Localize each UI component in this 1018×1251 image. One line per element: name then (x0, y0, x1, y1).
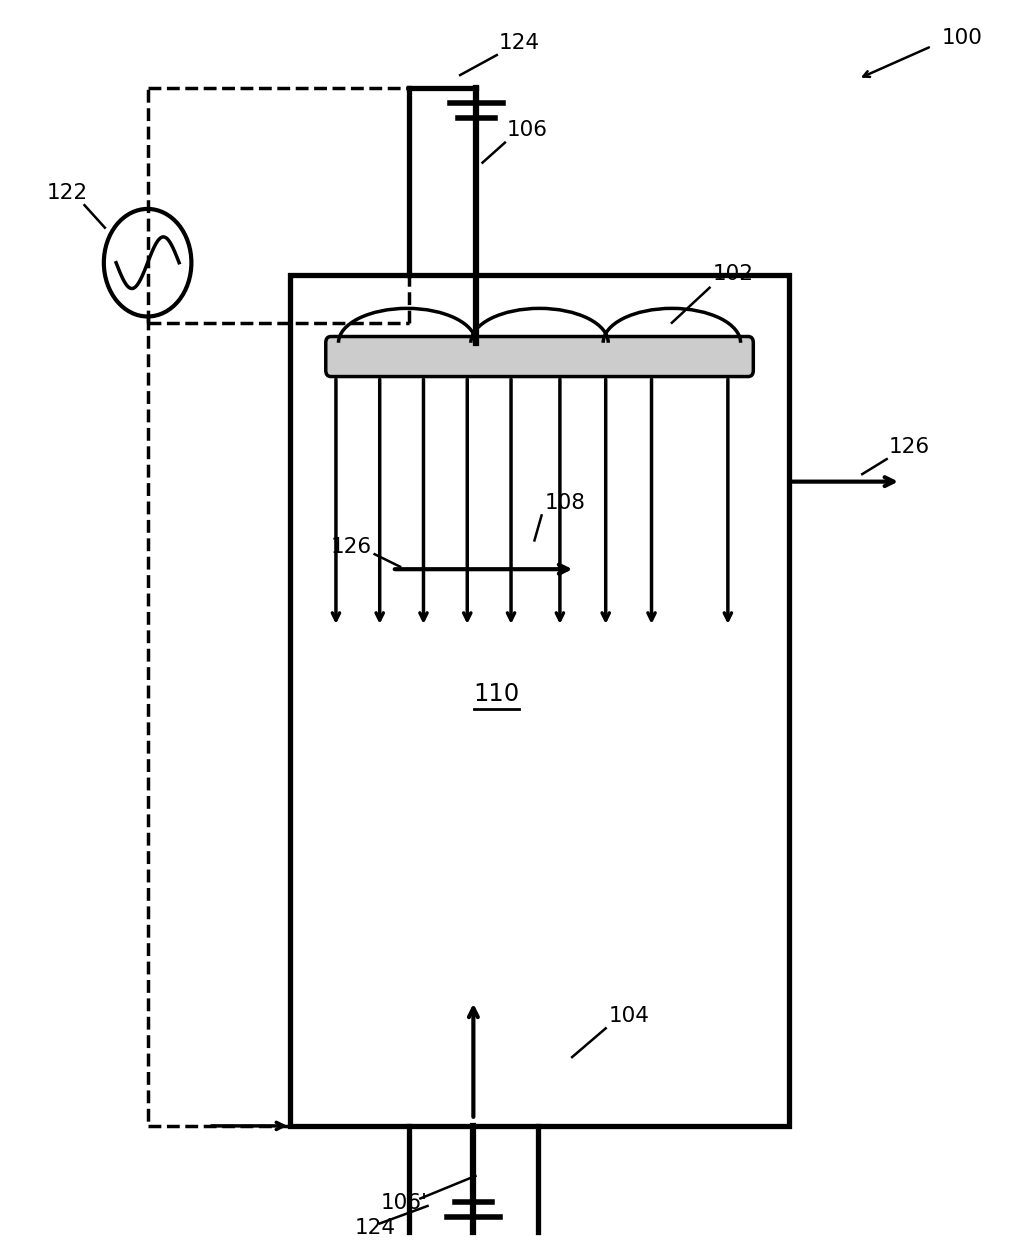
Text: 110: 110 (473, 682, 520, 707)
Text: 100: 100 (942, 28, 982, 48)
Text: 124: 124 (499, 33, 540, 53)
Text: 124: 124 (354, 1218, 395, 1238)
Text: 106: 106 (507, 120, 548, 140)
FancyBboxPatch shape (326, 337, 753, 377)
Text: 108: 108 (545, 493, 585, 513)
Text: 122: 122 (47, 183, 88, 203)
Text: 102: 102 (713, 264, 753, 284)
Text: 106': 106' (381, 1193, 428, 1213)
Text: 126: 126 (331, 537, 372, 557)
Text: 104: 104 (609, 1006, 649, 1026)
Text: 126: 126 (889, 437, 929, 457)
Bar (290, 275, 789, 1126)
